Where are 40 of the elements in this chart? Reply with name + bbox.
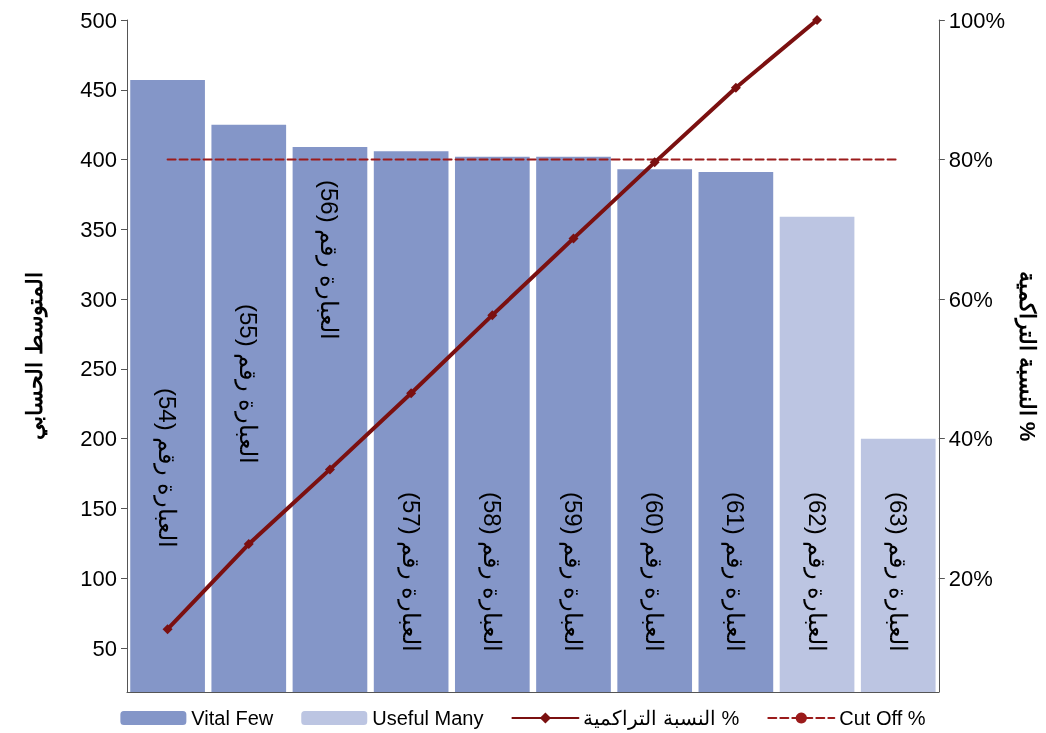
x-tick-label: العبارة رقم (63) (883, 491, 912, 653)
point (324, 464, 335, 475)
y-tick-label: 50 (92, 635, 117, 661)
x-tick-label: العبارة رقم (55) (234, 303, 263, 465)
point (162, 624, 173, 635)
y-tick-label: 150 (80, 495, 117, 521)
point (730, 82, 741, 93)
x-tick-label: العبارة رقم (59) (559, 491, 588, 653)
legend-label: Cut Off % (839, 707, 926, 729)
y-tick-label: 300 (80, 286, 117, 312)
y2-axis-title: النسبة التراكمية % (1013, 270, 1040, 442)
y-tick-label: 500 (80, 7, 117, 33)
point (568, 233, 579, 244)
legend-label: Useful Many (372, 707, 484, 729)
y2-tick-label: 20% (948, 565, 993, 591)
legend-label: Vital Few (191, 707, 274, 729)
y-axis-title: المتوسط الحسابي (21, 272, 48, 440)
x-tick-label: العبارة رقم (54) (153, 387, 182, 549)
point (406, 388, 417, 399)
y-tick-label: 250 (80, 356, 117, 382)
y-tick-label: 100 (80, 565, 117, 591)
x-tick-label: العبارة رقم (58) (477, 491, 506, 653)
y-tick-label: 350 (80, 216, 117, 242)
y2-tick-label: 100% (948, 7, 1006, 33)
y2-tick-label: 40% (948, 426, 993, 452)
x-tick-label: العبارة رقم (57) (396, 491, 425, 653)
point (487, 310, 498, 321)
y2-tick-label: 80% (948, 147, 993, 173)
point (812, 15, 823, 25)
y-tick-label: 400 (80, 147, 117, 173)
point (243, 539, 254, 550)
x-tick-label: العبارة رقم (60) (640, 491, 669, 653)
y-tick-label: 200 (80, 426, 117, 452)
x-tick-label: العبارة رقم (62) (802, 491, 831, 653)
point (649, 157, 660, 168)
x-tick-label: العبارة رقم (61) (721, 491, 750, 653)
y-tick-label: 450 (80, 77, 117, 103)
y2-tick-label: 60% (948, 286, 993, 312)
legend-label: النسبة التراكمية % (583, 707, 740, 730)
x-tick-label: العبارة رقم (56) (315, 179, 344, 341)
